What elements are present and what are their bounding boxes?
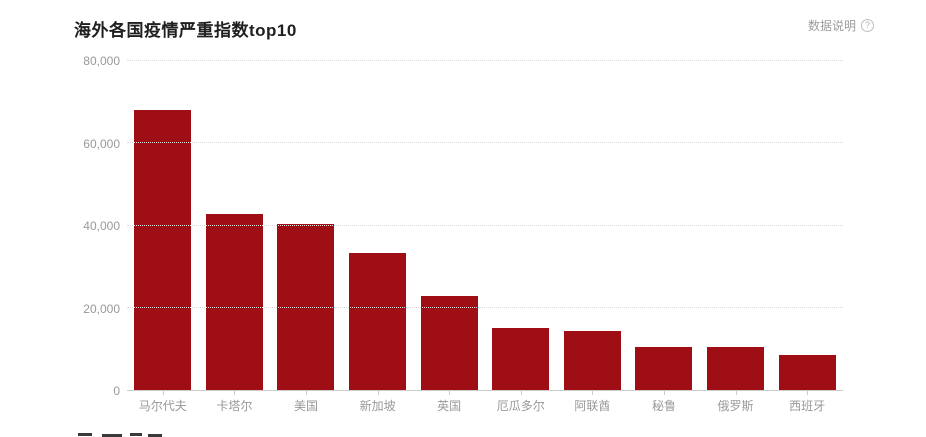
bar-slot: 俄罗斯: [700, 61, 772, 413]
x-axis-tick: [234, 390, 236, 395]
x-axis-category-label: 英国: [437, 399, 462, 413]
y-axis-tick-label: 60,000: [83, 136, 120, 151]
bar-6[interactable]: [492, 327, 550, 390]
x-axis-tick: [377, 390, 379, 395]
y-axis-tick-label: 0: [113, 384, 120, 398]
bar-slot: 阿联酋: [557, 61, 629, 413]
data-note-link[interactable]: 数据说明 ?: [808, 17, 874, 34]
gridline: [127, 60, 843, 61]
bar-slot: 马尔代夫: [127, 61, 199, 413]
bar-2[interactable]: [205, 214, 263, 390]
plot-area: 马尔代夫 卡塔尔 美国 新加坡 英国 厄瓜多尔 阿联酋 秘鲁 俄罗斯 西班牙: [127, 60, 843, 413]
x-axis-category-label: 厄瓜多尔: [496, 399, 545, 413]
clipped-text-fragment: [76, 431, 166, 437]
bar-slot: 秘鲁: [628, 61, 700, 413]
x-axis-tick: [807, 390, 809, 395]
bar-7[interactable]: [563, 330, 621, 390]
bar-slot: 美国: [270, 61, 342, 413]
x-axis-category-label: 秘鲁: [651, 399, 676, 413]
x-axis-category-label: 卡塔尔: [216, 399, 253, 413]
x-axis-tick: [735, 390, 737, 395]
x-axis-tick: [305, 390, 307, 395]
bar-slot: 英国: [413, 61, 485, 413]
question-circle-icon[interactable]: ?: [861, 19, 874, 32]
bars-row: 马尔代夫 卡塔尔 美国 新加坡 英国 厄瓜多尔 阿联酋 秘鲁 俄罗斯 西班牙: [127, 61, 843, 413]
bar-8[interactable]: [635, 346, 693, 390]
x-axis-tick: [663, 390, 665, 395]
x-axis-tick: [520, 390, 522, 395]
y-axis-tick-label: 80,000: [83, 54, 120, 68]
gridline: [127, 224, 843, 226]
x-axis-category-label: 西班牙: [789, 399, 826, 413]
x-axis-category-label: 新加坡: [359, 399, 396, 413]
y-axis-labels: 0 20,000 40,000 60,000 80,000: [0, 54, 120, 398]
bar-5[interactable]: [420, 296, 478, 390]
bar-9[interactable]: [707, 347, 765, 390]
bar-4[interactable]: [349, 253, 407, 390]
bar-1[interactable]: [134, 110, 192, 390]
gridline: [127, 142, 843, 144]
x-axis-tick: [162, 390, 164, 395]
x-axis-category-label: 美国: [293, 399, 318, 413]
x-axis-tick: [449, 390, 451, 395]
data-note-label: 数据说明: [807, 19, 856, 33]
x-axis-category-label: 马尔代夫: [138, 399, 187, 413]
x-axis-category-label: 阿联酋: [574, 399, 611, 413]
y-axis-tick-label: 20,000: [83, 301, 120, 316]
chart-title: 海外各国疫情严重指数top10: [74, 21, 297, 40]
bar-10[interactable]: [778, 354, 836, 390]
bar-slot: 西班牙: [771, 61, 843, 413]
bar-slot: 厄瓜多尔: [485, 61, 557, 413]
y-axis-tick-label: 40,000: [83, 219, 120, 233]
x-axis-tick: [592, 390, 594, 395]
bar-slot: 卡塔尔: [199, 61, 271, 413]
gridline: [127, 306, 843, 308]
x-axis-category-label: 俄罗斯: [717, 399, 754, 413]
bar-slot: 新加坡: [342, 61, 414, 413]
